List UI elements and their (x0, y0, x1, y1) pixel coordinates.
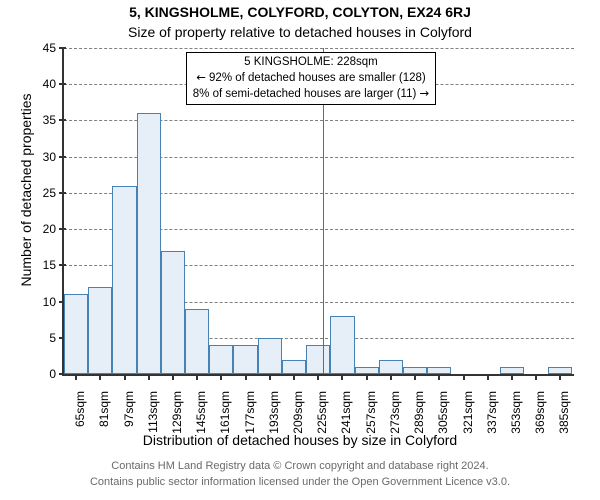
x-tick-label: 289sqm (412, 391, 426, 445)
y-tick-label: 10 (0, 295, 56, 309)
x-tick-label: 273sqm (388, 391, 402, 445)
y-tick-label: 5 (0, 331, 56, 345)
attribution-line-1: Contains HM Land Registry data © Crown c… (0, 460, 600, 472)
x-tick (245, 374, 247, 380)
x-tick-label: 321sqm (461, 391, 475, 445)
y-tick-label: 15 (0, 258, 56, 272)
x-tick-label: 353sqm (509, 391, 523, 445)
x-tick-label: 113sqm (146, 391, 160, 445)
histogram-bar (258, 338, 282, 374)
x-tick (414, 374, 416, 380)
histogram-bar (330, 316, 354, 374)
x-tick-label: 337sqm (485, 391, 499, 445)
x-tick-label: 193sqm (267, 391, 281, 445)
y-tick (59, 119, 66, 121)
x-tick-label: 385sqm (557, 391, 571, 445)
x-tick-label: 97sqm (122, 391, 136, 445)
attribution-line-2: Contains public sector information licen… (0, 476, 600, 488)
y-tick (59, 47, 66, 49)
annotation-line-1: 5 KINGSHOLME: 228sqm (193, 55, 429, 70)
x-tick (196, 374, 198, 380)
y-tick (59, 83, 66, 85)
x-tick (487, 374, 489, 380)
y-tick-label: 0 (0, 367, 56, 381)
x-tick (390, 374, 392, 380)
x-tick (124, 374, 126, 380)
histogram-bar (112, 186, 136, 374)
y-tick (59, 192, 66, 194)
x-tick-label: 145sqm (194, 391, 208, 445)
y-tick-label: 30 (0, 150, 56, 164)
y-tick-label: 20 (0, 222, 56, 236)
histogram-bar (548, 367, 572, 374)
x-tick-label: 305sqm (436, 391, 450, 445)
x-tick (511, 374, 513, 380)
y-tick-label: 35 (0, 113, 56, 127)
x-tick-label: 177sqm (243, 391, 257, 445)
x-tick (366, 374, 368, 380)
histogram-bar (233, 345, 257, 374)
x-tick (269, 374, 271, 380)
x-tick (341, 374, 343, 380)
y-tick-label: 25 (0, 186, 56, 200)
x-tick-label: 241sqm (339, 391, 353, 445)
x-tick-label: 257sqm (364, 391, 378, 445)
x-tick (535, 374, 537, 380)
x-tick-label: 161sqm (218, 391, 232, 445)
annotation-line-2: ← 92% of detached houses are smaller (12… (193, 70, 429, 86)
histogram-bar (137, 113, 161, 374)
x-tick-label: 369sqm (533, 391, 547, 445)
x-tick-label: 209sqm (291, 391, 305, 445)
chart-subtitle: Size of property relative to detached ho… (0, 24, 600, 40)
histogram-bar (403, 367, 427, 374)
histogram-bar (64, 294, 88, 374)
histogram-bar (500, 367, 524, 374)
annotation-line-3: 8% of semi-detached houses are larger (1… (193, 86, 429, 102)
x-tick-label: 129sqm (170, 391, 184, 445)
histogram-bar (185, 309, 209, 374)
histogram-bar (209, 345, 233, 374)
x-tick (317, 374, 319, 380)
y-tick-label: 40 (0, 77, 56, 91)
x-tick (559, 374, 561, 380)
page-title: 5, KINGSHOLME, COLYFORD, COLYTON, EX24 6… (0, 4, 600, 20)
arrow-right-icon: → (420, 86, 430, 100)
histogram-bar (161, 251, 185, 374)
x-tick (172, 374, 174, 380)
x-tick-label: 225sqm (315, 391, 329, 445)
y-tick (59, 156, 66, 158)
histogram-bar (379, 360, 403, 374)
x-tick-label: 65sqm (73, 391, 87, 445)
y-tick-label: 45 (0, 41, 56, 55)
histogram-bar (427, 367, 451, 374)
x-tick (148, 374, 150, 380)
histogram-bar (306, 345, 330, 374)
histogram-bar (88, 287, 112, 374)
histogram-bar (355, 367, 379, 374)
y-tick (59, 228, 66, 230)
x-tick (99, 374, 101, 380)
y-tick (59, 264, 66, 266)
x-tick (293, 374, 295, 380)
x-tick (463, 374, 465, 380)
reference-annotation: 5 KINGSHOLME: 228sqm ← 92% of detached h… (186, 52, 436, 105)
arrow-left-icon: ← (196, 70, 206, 84)
histogram-bar (282, 360, 306, 374)
x-tick (438, 374, 440, 380)
x-tick (75, 374, 77, 380)
x-tick (220, 374, 222, 380)
x-tick-label: 81sqm (97, 391, 111, 445)
gridline (64, 48, 574, 49)
